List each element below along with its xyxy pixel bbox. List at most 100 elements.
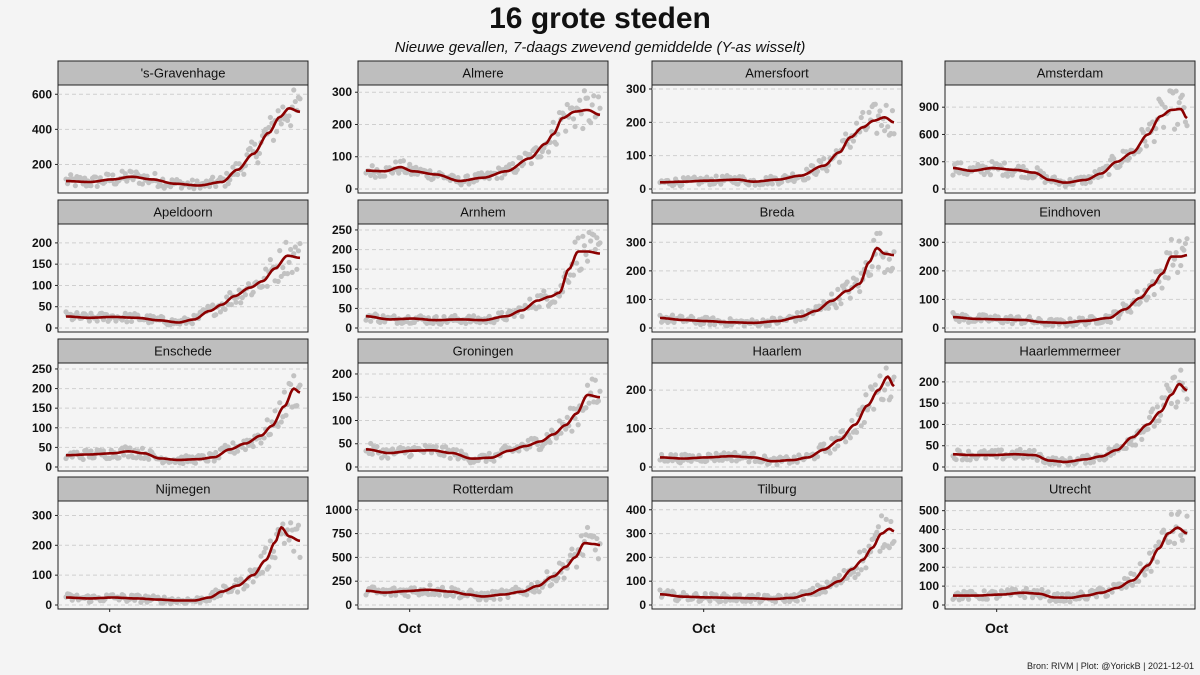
facet-rotterdam: Rotterdam 0 250 500 750 1000 Oct xyxy=(325,476,609,636)
data-point xyxy=(189,177,195,183)
data-point xyxy=(578,266,584,272)
data-point xyxy=(852,574,858,581)
chart-title: 16 grote steden xyxy=(489,2,711,35)
data-point xyxy=(810,163,816,169)
facet-strip xyxy=(944,199,1196,225)
data-point xyxy=(278,419,284,425)
y-tick-label: 200 xyxy=(919,560,939,574)
data-point xyxy=(810,585,816,591)
data-point xyxy=(1142,572,1148,578)
data-point xyxy=(956,318,962,325)
y-tick-label: 250 xyxy=(332,574,352,588)
chart-subtitle: Nieuwe gevallen, 7-daags zwevend gemidde… xyxy=(394,39,806,56)
data-point xyxy=(1067,599,1073,605)
data-point xyxy=(838,301,844,307)
facet-strip-label: Nijmegen xyxy=(156,482,211,497)
series-line xyxy=(365,541,601,598)
data-point xyxy=(575,422,581,428)
data-point xyxy=(595,556,602,562)
y-tick-label: 0 xyxy=(639,321,646,335)
data-point xyxy=(797,316,804,323)
data-point xyxy=(774,462,780,468)
data-point xyxy=(572,239,578,245)
data-point xyxy=(1156,418,1162,424)
y-tick-label: 0 xyxy=(345,321,352,335)
y-tick-label: 500 xyxy=(919,504,939,518)
y-tick-label: 150 xyxy=(919,396,939,410)
y-tick-label: 400 xyxy=(32,122,52,136)
data-point xyxy=(592,246,598,253)
data-point xyxy=(1161,527,1167,533)
data-point xyxy=(1157,412,1164,418)
data-point xyxy=(857,288,863,295)
data-point xyxy=(800,597,807,603)
y-tick-label: 600 xyxy=(32,87,52,101)
data-point xyxy=(953,456,959,463)
data-point xyxy=(1054,591,1061,597)
y-tick-label: 200 xyxy=(919,264,939,278)
facet-tilburg: Tilburg 0 100 200 300 400 Oct xyxy=(626,476,903,636)
data-point xyxy=(882,128,888,134)
facet-nijmegen: Nijmegen 0 100 200 300 Oct xyxy=(32,476,309,636)
data-point xyxy=(528,160,534,167)
data-point xyxy=(883,102,889,108)
data-point xyxy=(259,569,266,575)
data-point xyxy=(794,598,800,604)
data-point xyxy=(497,596,503,602)
data-point xyxy=(877,548,883,554)
data-point xyxy=(368,440,374,447)
data-point xyxy=(122,171,128,177)
data-point xyxy=(281,389,287,395)
facet-strip-label: Utrecht xyxy=(1049,482,1091,497)
series-line xyxy=(365,393,601,460)
y-tick-label: 250 xyxy=(32,362,52,376)
data-point xyxy=(241,171,247,177)
data-point xyxy=(707,322,713,328)
y-tick-label: 50 xyxy=(926,439,940,453)
data-point xyxy=(291,373,297,379)
y-tick-label: 300 xyxy=(919,155,939,169)
data-point xyxy=(1123,149,1129,155)
data-point xyxy=(888,394,894,400)
facet-haarlem: Haarlem 0 100 200 xyxy=(626,338,903,474)
data-point xyxy=(258,440,264,446)
data-point xyxy=(68,172,74,178)
data-point xyxy=(552,299,558,305)
data-point xyxy=(121,452,127,458)
facet-strip-label: Rotterdam xyxy=(453,482,514,497)
y-tick-label: 100 xyxy=(332,282,352,296)
data-point xyxy=(524,592,530,598)
data-point xyxy=(427,582,433,588)
data-point xyxy=(1162,104,1168,110)
y-tick-label: 300 xyxy=(626,527,646,541)
data-point xyxy=(531,589,538,595)
data-point xyxy=(574,564,580,570)
data-point xyxy=(1037,595,1043,601)
data-point xyxy=(1056,462,1062,468)
data-point xyxy=(210,302,216,308)
data-point xyxy=(818,159,824,165)
y-tick-label: 200 xyxy=(919,375,939,389)
data-point xyxy=(533,145,539,151)
data-point xyxy=(570,116,577,122)
data-point xyxy=(250,289,256,295)
data-point xyxy=(875,264,882,270)
data-point xyxy=(393,592,399,598)
series-line xyxy=(66,387,301,462)
data-point xyxy=(275,278,281,284)
data-point xyxy=(875,524,882,530)
data-point xyxy=(829,291,835,297)
data-point xyxy=(413,164,419,170)
data-point xyxy=(1137,299,1143,305)
data-point xyxy=(594,235,600,241)
facet-strip xyxy=(944,338,1196,364)
data-point xyxy=(668,452,674,458)
data-point xyxy=(1168,236,1174,243)
data-point xyxy=(436,592,442,598)
data-point xyxy=(566,279,572,285)
data-point xyxy=(869,264,875,270)
data-point xyxy=(882,387,888,393)
data-point xyxy=(494,175,500,182)
data-point xyxy=(486,313,492,319)
data-point xyxy=(855,411,861,418)
